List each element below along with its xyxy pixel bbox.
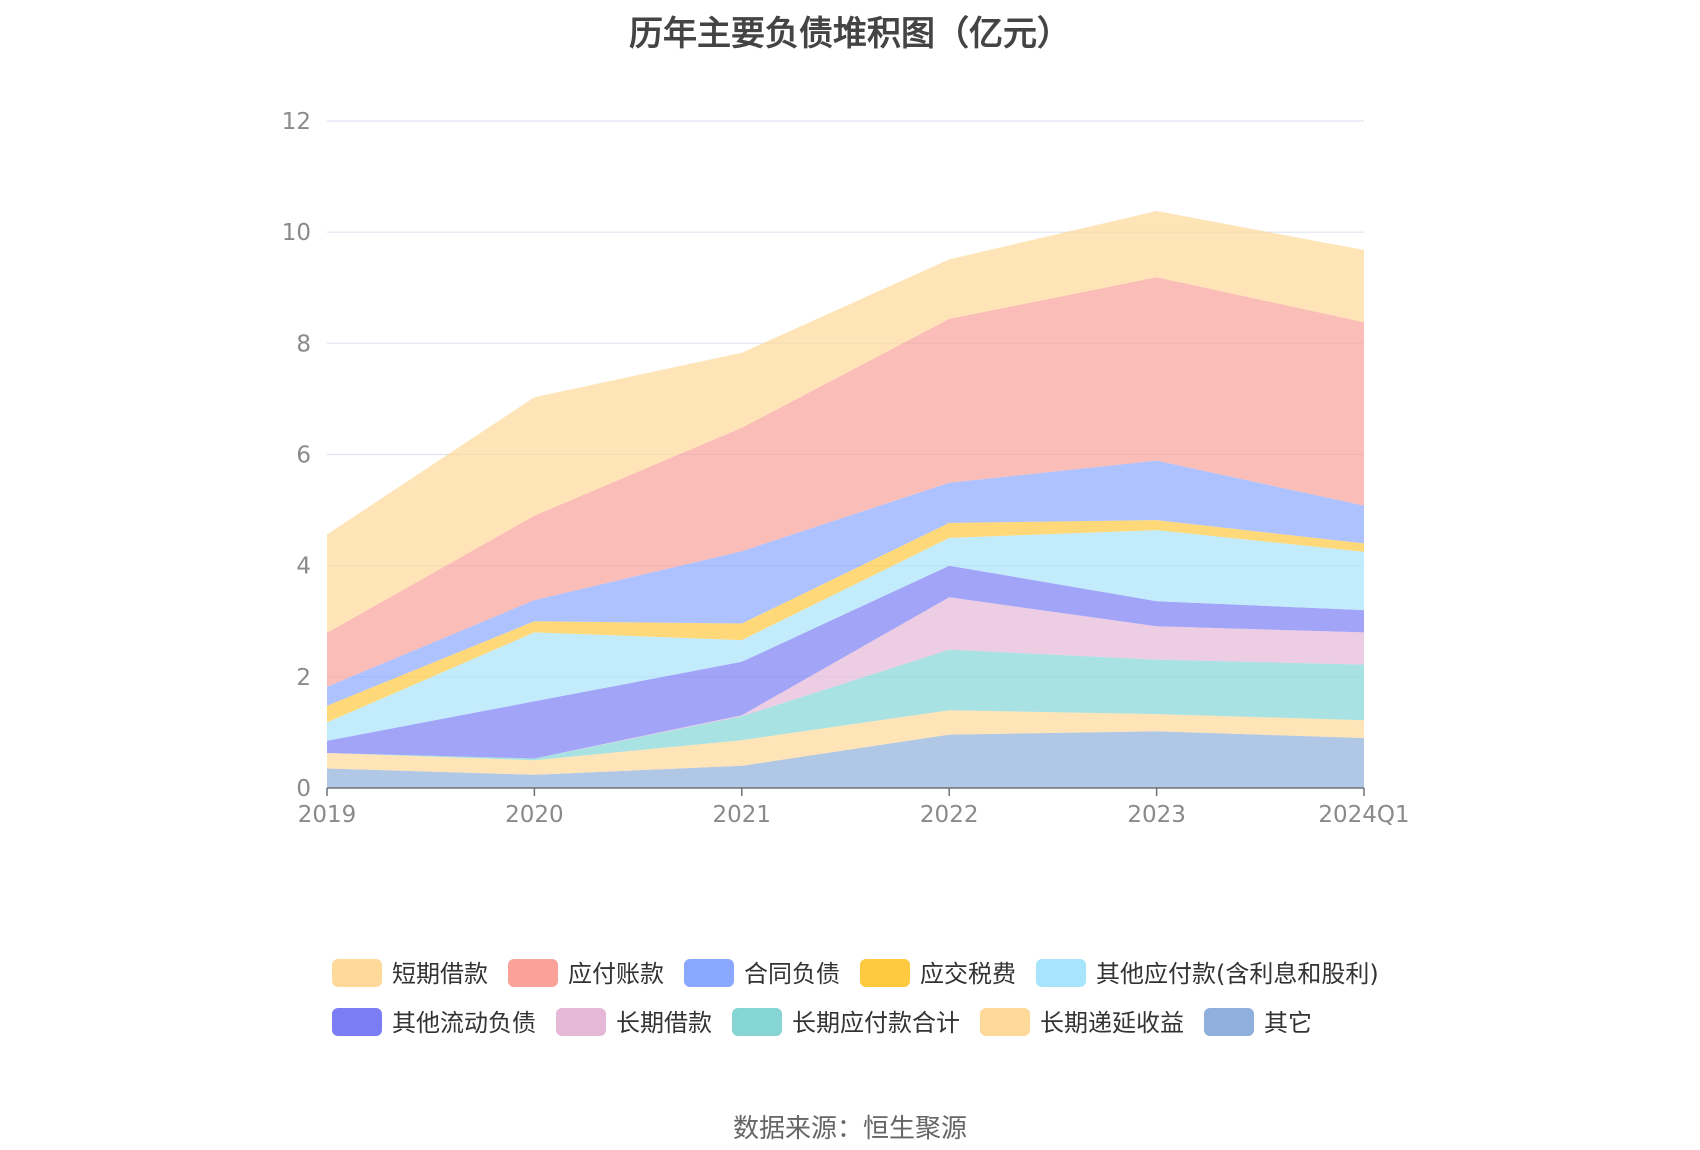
legend-item[interactable]: 合同负债 [684, 959, 840, 988]
legend-label: 其它 [1264, 1009, 1312, 1037]
data-source-note: 数据来源：恒生聚源 [732, 1114, 967, 1144]
legend-swatch [980, 1008, 1030, 1036]
legend-item[interactable]: 长期递延收益 [980, 1008, 1184, 1037]
area-series-4[interactable] [327, 565, 1364, 759]
legend-swatch [556, 1008, 606, 1036]
legend-item[interactable]: 其他流动负债 [332, 1008, 536, 1037]
legend-label: 其他流动负债 [392, 1009, 536, 1037]
y-tick-label: 4 [296, 554, 311, 580]
legend-item[interactable]: 长期借款 [556, 1008, 712, 1037]
legend-label: 应付账款 [568, 960, 664, 988]
legend-label: 长期借款 [616, 1009, 712, 1037]
legend-swatch [508, 959, 558, 987]
legend-label: 长期递延收益 [1040, 1009, 1184, 1037]
legend-swatch [732, 1008, 782, 1036]
legend-label: 短期借款 [392, 960, 488, 988]
area-series-6[interactable] [327, 520, 1364, 723]
y-tick-label: 12 [282, 109, 311, 135]
legend-item[interactable]: 长期应付款合计 [732, 1008, 960, 1037]
legend-swatch [1204, 1008, 1254, 1036]
x-tick-label: 2023 [1127, 802, 1186, 828]
legend-swatch [1036, 959, 1086, 987]
legend-label: 其他应付款(含利息和股利) [1096, 960, 1379, 988]
legend-swatch [684, 959, 734, 987]
area-series-7[interactable] [327, 460, 1364, 706]
legend-swatch [332, 959, 382, 987]
area-series-2[interactable] [327, 649, 1364, 761]
x-tick-label: 2019 [298, 802, 357, 828]
legend-label: 长期应付款合计 [792, 1009, 960, 1037]
chart-title: 历年主要负债堆积图（亿元） [629, 14, 1071, 54]
area-series-1[interactable] [327, 710, 1364, 775]
y-tick-label: 0 [296, 776, 311, 802]
y-tick-label: 2 [296, 665, 311, 691]
x-tick-label: 2024Q1 [1318, 802, 1409, 828]
legend-swatch [860, 959, 910, 987]
y-tick-label: 10 [282, 220, 311, 246]
area-series-0[interactable] [327, 731, 1364, 788]
legend-label: 合同负债 [744, 960, 840, 988]
area-series-8[interactable] [327, 277, 1364, 687]
legend-item[interactable]: 其它 [1204, 1008, 1312, 1037]
x-tick-label: 2022 [920, 802, 979, 828]
area-series-5[interactable] [327, 530, 1364, 741]
legend-item[interactable]: 应付账款 [508, 959, 664, 988]
x-tick-label: 2021 [713, 802, 772, 828]
legend-item[interactable]: 其他应付款(含利息和股利) [1036, 959, 1379, 988]
x-tick-label: 2020 [505, 802, 564, 828]
legend-item[interactable]: 应交税费 [860, 959, 1016, 988]
area-series-group [327, 211, 1364, 788]
legend[interactable]: 短期借款 应付账款 合同负债 应交税费 其他应付款(含利息和股利) 其他流动负债 长期借款 长… [332, 959, 1379, 1037]
axes: 2019 2020 2021 2022 2023 2024Q1 [298, 787, 1410, 828]
legend-swatch [332, 1008, 382, 1036]
legend-item[interactable]: 短期借款 [332, 959, 488, 988]
area-series-9[interactable] [327, 211, 1364, 633]
area-series-3[interactable] [327, 597, 1364, 759]
y-tick-label: 6 [296, 443, 311, 469]
y-tick-label: 8 [296, 331, 311, 357]
legend-label: 应交税费 [920, 960, 1016, 988]
